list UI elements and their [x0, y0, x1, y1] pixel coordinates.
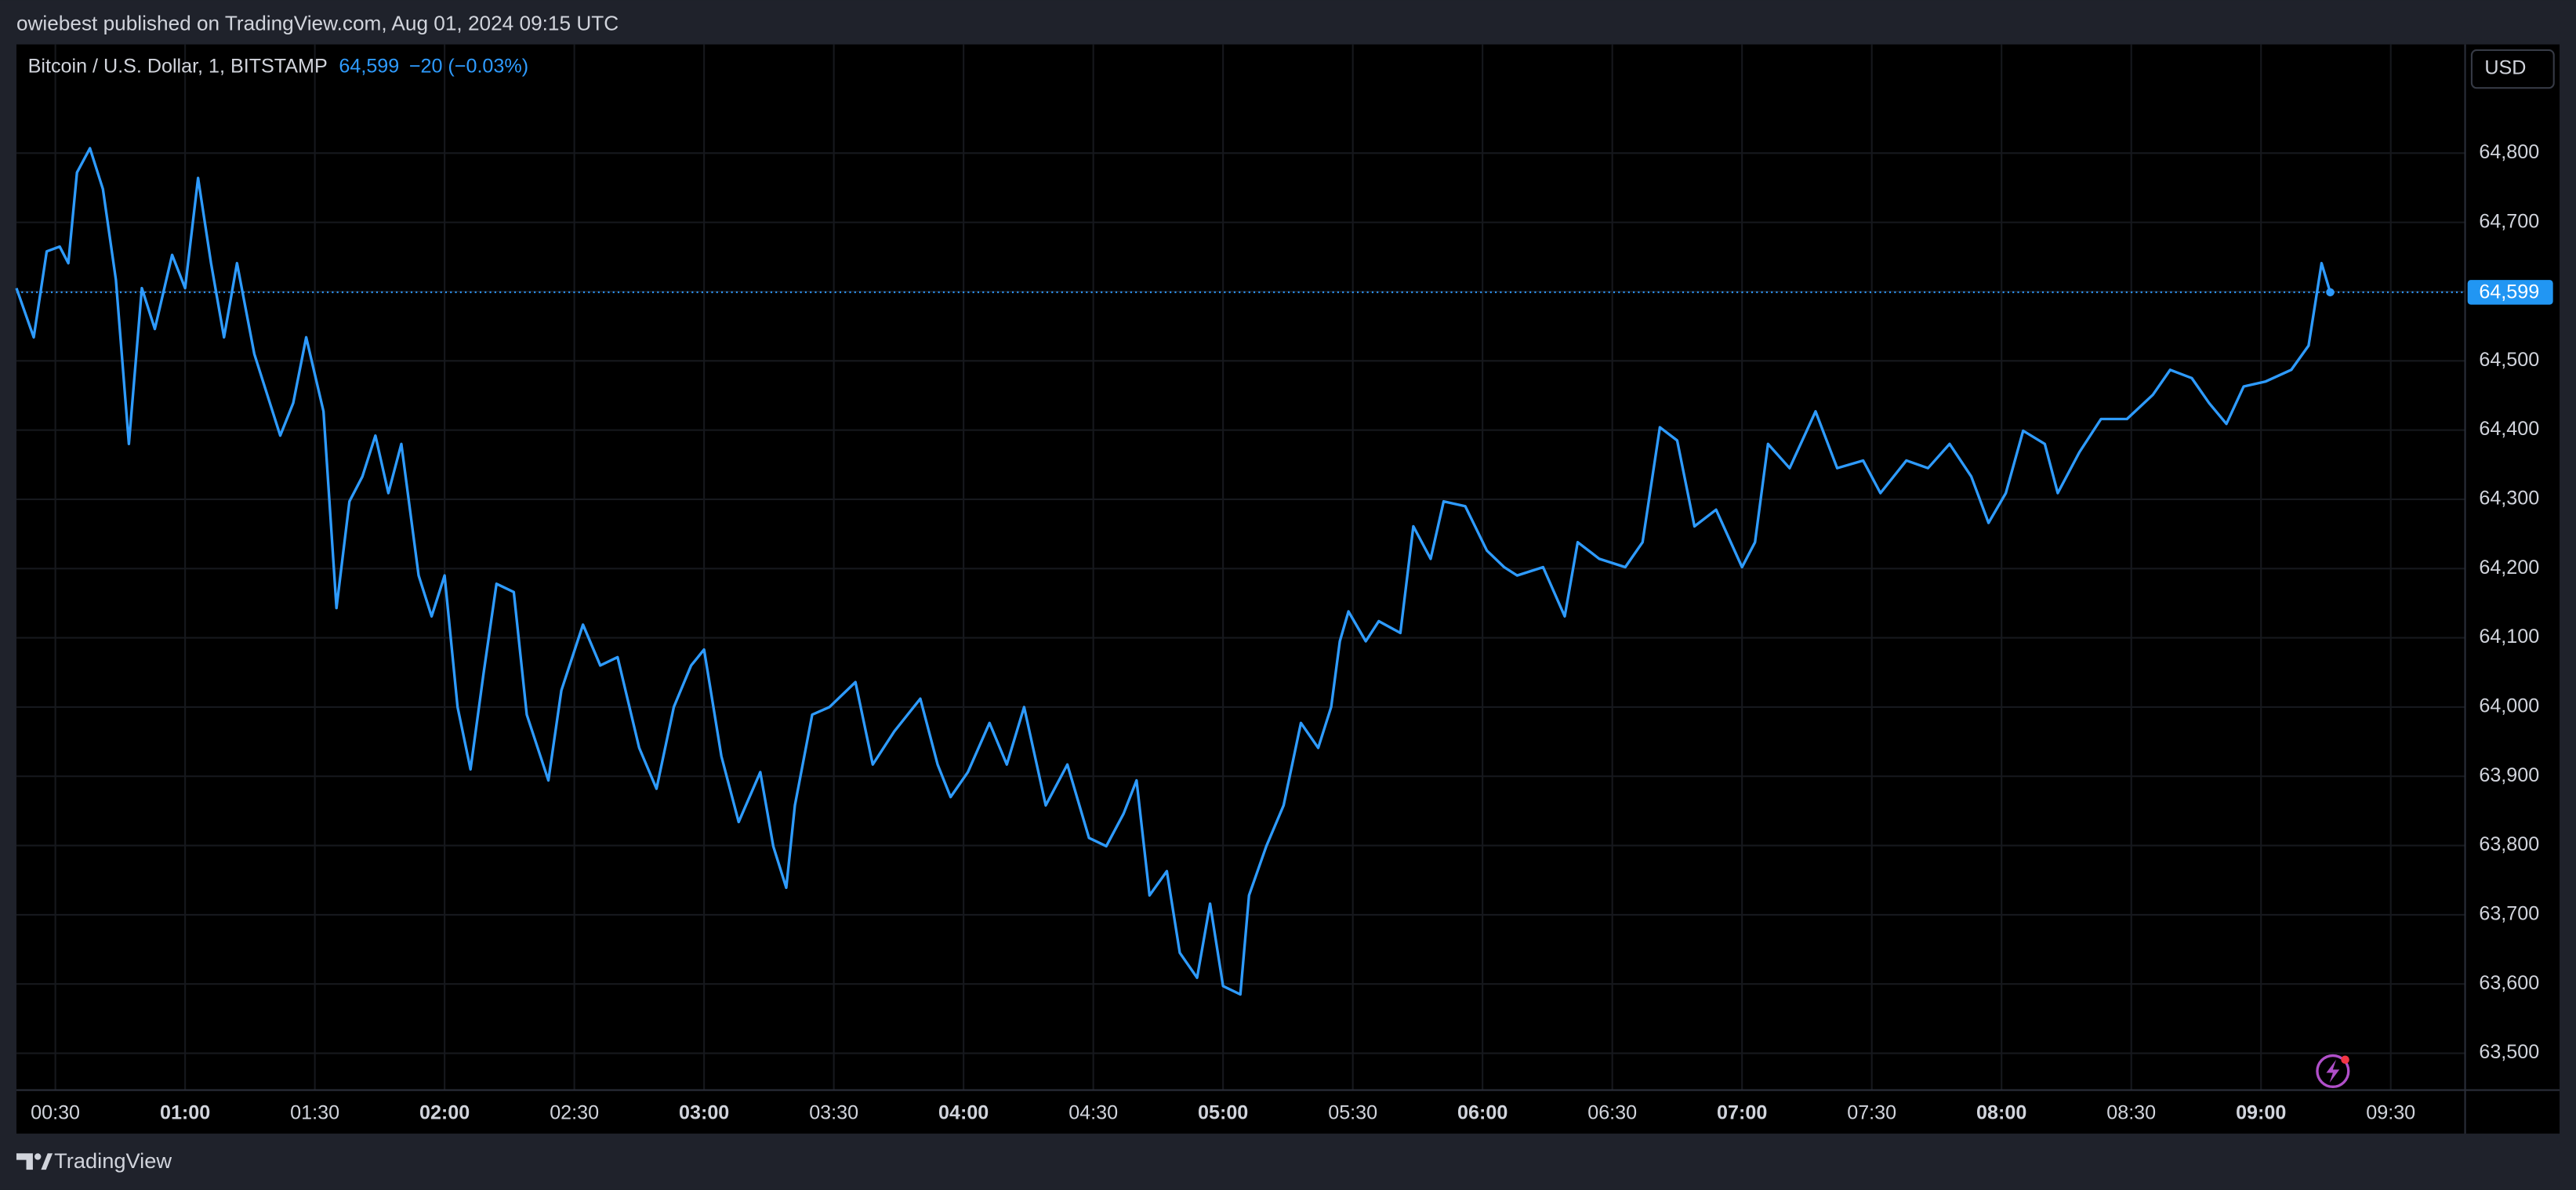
y-tick-label: 63,600	[2479, 972, 2539, 994]
last-point	[2326, 288, 2335, 297]
x-tick-label: 08:00	[1976, 1102, 2026, 1124]
x-tick-label: 07:30	[1847, 1102, 1896, 1124]
x-tick-label: 03:30	[809, 1102, 858, 1124]
publish-header: owiebest published on TradingView.com, A…	[16, 11, 619, 34]
tradingview-logo	[16, 1153, 53, 1170]
x-tick-label: 01:00	[160, 1102, 210, 1124]
footer-brand: TradingView	[54, 1148, 172, 1173]
x-tick-label: 09:30	[2366, 1102, 2415, 1124]
x-tick-label: 05:30	[1328, 1102, 1377, 1124]
grid	[16, 44, 2465, 1090]
x-tick-label: 04:30	[1068, 1102, 1118, 1124]
y-tick-label: 63,800	[2479, 833, 2539, 855]
x-tick-label: 00:30	[31, 1102, 80, 1124]
y-tick-label: 64,400	[2479, 418, 2539, 440]
last-price-box	[2467, 280, 2553, 305]
legend-change: −20 (−0.03%)	[409, 56, 528, 78]
x-tick-label: 02:00	[419, 1102, 470, 1124]
x-tick-label: 07:00	[1717, 1102, 1767, 1124]
x-tick-label: 01:30	[290, 1102, 339, 1124]
y-tick-label: 63,500	[2479, 1041, 2539, 1063]
y-tick-label: 64,000	[2479, 695, 2539, 717]
x-tick-label: 03:00	[679, 1102, 729, 1124]
x-tick-label: 06:30	[1587, 1102, 1637, 1124]
plot	[15, 147, 2465, 996]
y-tick-label: 64,700	[2479, 210, 2539, 232]
currency-button[interactable]	[2470, 49, 2555, 89]
x-tick-label: 02:30	[550, 1102, 599, 1124]
y-tick-label: 64,500	[2479, 349, 2539, 371]
y-tick-label: 64,100	[2479, 626, 2539, 648]
currency-label[interactable]: USD	[2484, 57, 2526, 79]
x-tick-label: 09:00	[2236, 1102, 2286, 1124]
y-tick-label: 64,300	[2479, 488, 2539, 510]
x-tick-label: 05:00	[1198, 1102, 1248, 1124]
lightning-icon	[2316, 1054, 2350, 1089]
legend: Bitcoin / U.S. Dollar, 1, BITSTAMP 64,59…	[28, 56, 528, 78]
x-tick-label: 06:00	[1457, 1102, 1508, 1124]
legend-price: 64,599	[339, 56, 399, 78]
x-tick-label: 08:30	[2106, 1102, 2156, 1124]
x-tick-label: 04:00	[938, 1102, 989, 1124]
price-line	[15, 147, 2332, 996]
y-tick-label: 63,900	[2479, 764, 2539, 786]
y-tick-label: 64,200	[2479, 557, 2539, 579]
y-tick-label: 63,700	[2479, 903, 2539, 925]
chart-panel	[16, 44, 2560, 1134]
y-tick-label: 64,800	[2479, 141, 2539, 163]
legend-symbol: Bitcoin / U.S. Dollar, 1, BITSTAMP	[28, 56, 328, 78]
last-price-label: 64,599	[2479, 281, 2539, 303]
